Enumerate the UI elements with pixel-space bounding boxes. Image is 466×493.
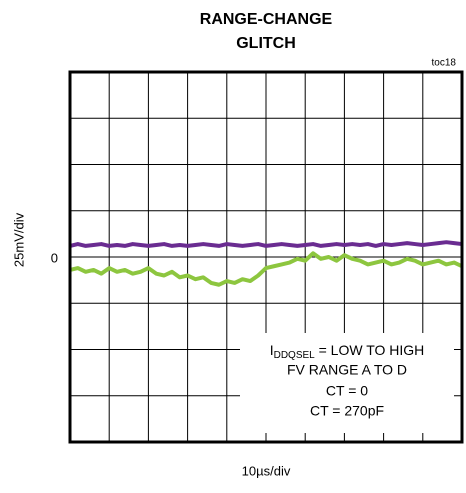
legend-entry: CT = 270pF	[310, 403, 384, 419]
annotation-subscript: DDQSEL	[274, 350, 316, 361]
annotation: IDDQSEL = LOW TO HIGH	[270, 342, 425, 361]
traces	[69, 240, 463, 287]
annotation: FV RANGE A TO D	[287, 362, 407, 378]
x-axis-label: 10µs/div	[242, 463, 291, 478]
chart-title: GLITCH	[236, 35, 296, 52]
plot-frame	[68, 70, 464, 444]
trace	[69, 251, 463, 287]
legend-box	[240, 333, 454, 433]
trace	[69, 240, 463, 248]
legend-entry: CT = 0	[326, 383, 368, 399]
y-axis-label: 25mV/div	[11, 212, 26, 267]
y-tick-label: 0	[51, 250, 58, 265]
annotation-text: I	[270, 342, 274, 358]
annotation-text: = LOW TO HIGH	[315, 342, 425, 358]
chart-title: RANGE-CHANGE	[200, 11, 333, 28]
figure-id: toc18	[432, 58, 457, 69]
